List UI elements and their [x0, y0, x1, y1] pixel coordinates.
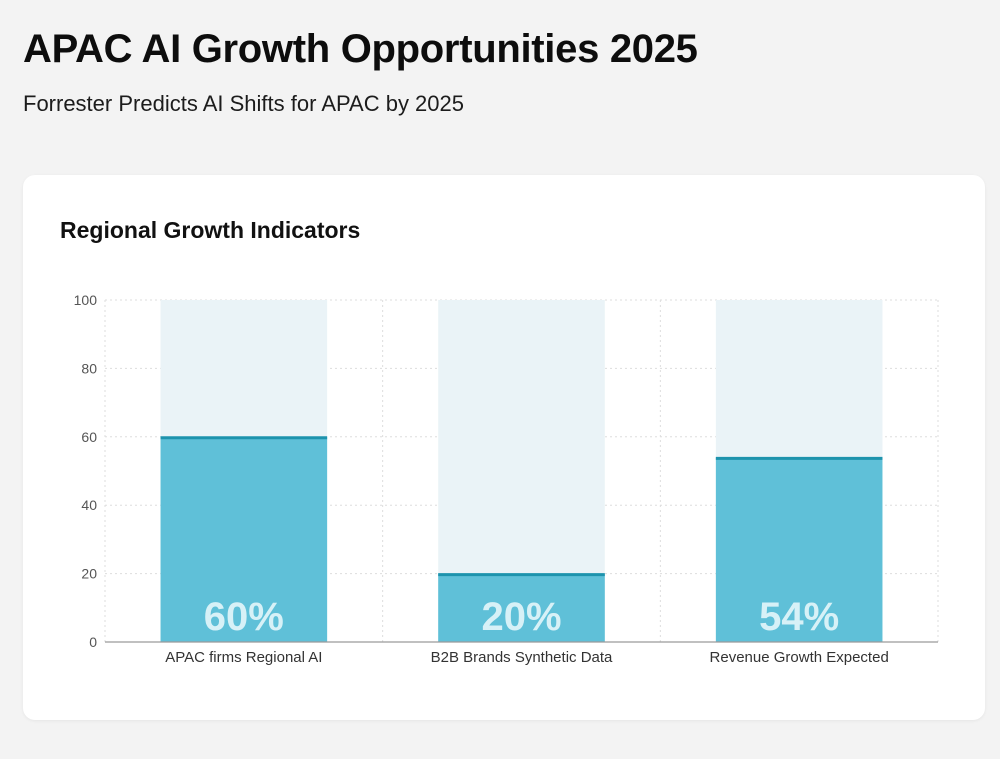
x-category-label: B2B Brands Synthetic Data: [431, 649, 613, 666]
bar: [715, 457, 883, 642]
chart-title: Regional Growth Indicators: [60, 217, 361, 243]
y-tick-label: 80: [81, 360, 97, 376]
bar-value-label: 60%: [204, 595, 284, 639]
bar-chart: 0 20 40 60 80 100 60% APAC firms Regional AI 20%…: [74, 292, 939, 666]
y-tick-label: 60: [81, 429, 97, 445]
bar-value-label: 54%: [759, 595, 839, 639]
y-tick-label: 100: [74, 292, 98, 308]
bar: [160, 436, 328, 642]
y-tick-label: 20: [81, 566, 97, 582]
chart-card: Regional Growth Indicators 0 20 40 60 80 100 6…: [23, 175, 985, 720]
x-category-label: Revenue Growth Expected: [710, 649, 889, 666]
y-tick-label: 0: [89, 634, 97, 650]
y-tick-label: 40: [81, 497, 97, 513]
page-title: APAC AI Growth Opportunities 2025: [23, 27, 698, 71]
x-category-label: APAC firms Regional AI: [165, 649, 322, 666]
bar-value-label: 20%: [481, 595, 561, 639]
page-subtitle: Forrester Predicts AI Shifts for APAC by…: [23, 91, 464, 116]
bar: [438, 573, 605, 642]
